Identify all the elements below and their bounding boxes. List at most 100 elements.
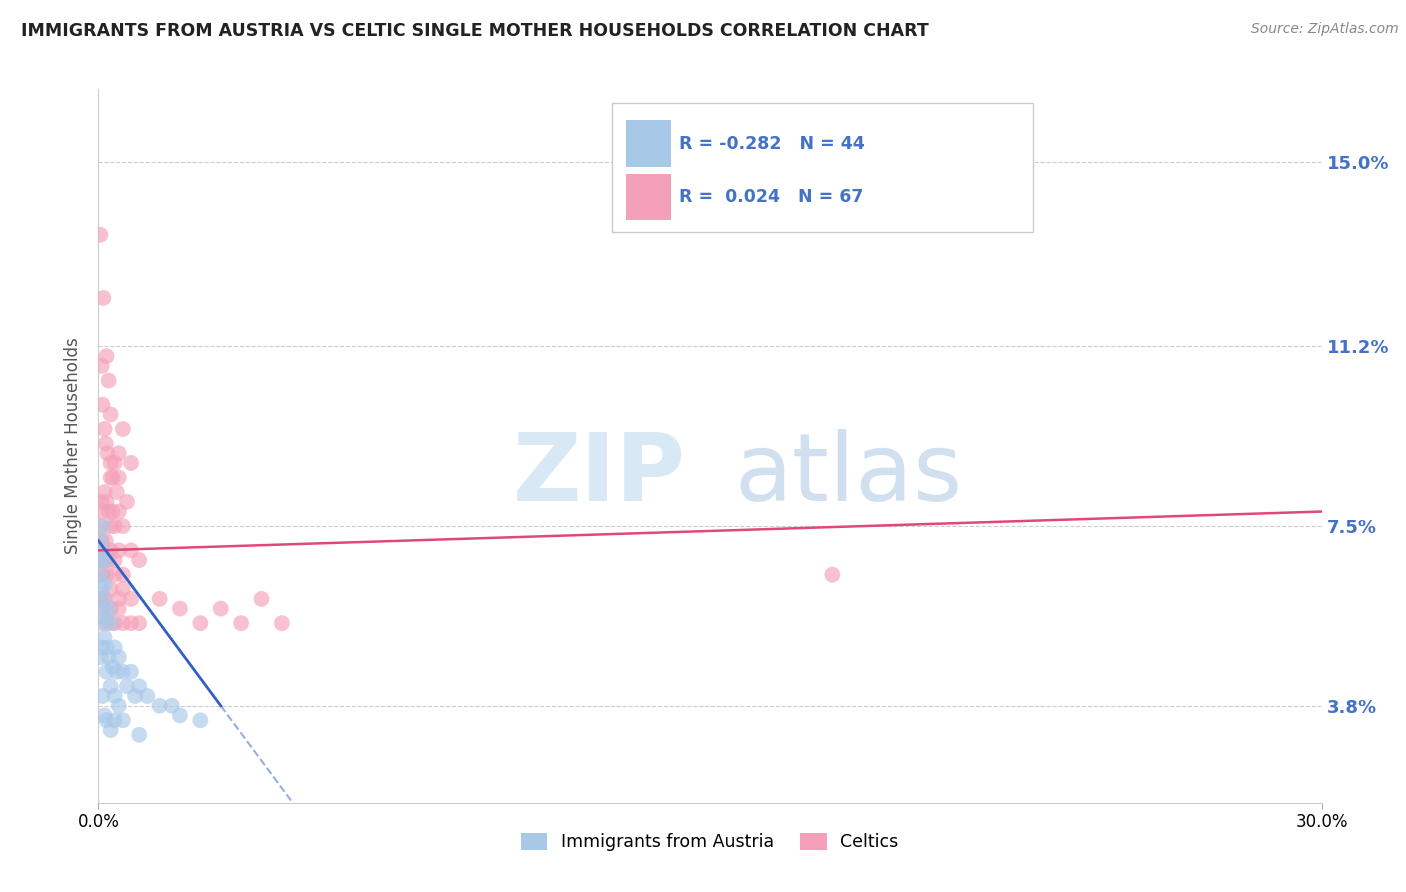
Point [93,553,115,567]
Point [93,591,115,606]
Point [89,533,111,548]
Point [96,713,118,727]
Legend: Immigrants from Austria, Celtics: Immigrants from Austria, Celtics [515,826,905,858]
Point [90,582,112,597]
Point [91,689,114,703]
Point [111,616,134,631]
Point [97,553,120,567]
Point [90,495,112,509]
Point [96,446,118,460]
Point [104,640,127,655]
Point [188,616,212,631]
Point [821,567,844,582]
Point [128,679,150,693]
Point [97,504,120,518]
Point [101,504,124,518]
Point [124,689,146,703]
Point [115,495,138,509]
Point [120,665,142,679]
Point [90,553,112,567]
Point [100,723,122,737]
Point [108,698,131,713]
Point [91,616,114,631]
Point [108,446,131,460]
Point [94,436,117,450]
Point [115,679,138,693]
Point [108,470,131,484]
Point [111,582,134,597]
Point [96,553,118,567]
Point [91,591,114,606]
Point [111,567,134,582]
Point [128,616,150,631]
Point [90,543,112,558]
Y-axis label: Single Mother Households: Single Mother Households [65,338,83,554]
Point [188,713,212,727]
Point [93,631,115,645]
Point [149,698,172,713]
Point [93,577,115,591]
Point [89,553,111,567]
Point [105,485,128,500]
Point [108,504,131,518]
Point [94,533,117,548]
Text: ZIP: ZIP [513,428,686,521]
Point [100,601,122,615]
Point [94,611,117,625]
Point [96,665,118,679]
Point [111,713,134,727]
Point [108,543,131,558]
Point [96,349,118,363]
Point [108,650,131,665]
Point [91,398,114,412]
Text: R = -0.282   N = 44: R = -0.282 N = 44 [679,135,865,153]
Point [90,359,112,373]
Point [104,519,127,533]
Point [91,519,114,533]
Point [89,567,111,582]
Point [108,601,131,615]
Point [160,698,183,713]
Text: IMMIGRANTS FROM AUSTRIA VS CELTIC SINGLE MOTHER HOUSEHOLDS CORRELATION CHART: IMMIGRANTS FROM AUSTRIA VS CELTIC SINGLE… [21,22,929,40]
Point [169,601,191,615]
Point [91,543,114,558]
Text: R =  0.024   N = 67: R = 0.024 N = 67 [679,188,863,206]
Point [89,519,111,533]
Point [100,456,122,470]
Point [136,689,159,703]
Point [104,456,127,470]
Point [100,470,122,484]
Point [91,601,114,615]
Point [120,616,142,631]
Point [93,708,115,723]
Point [97,374,120,388]
Point [90,640,112,655]
Point [100,616,122,631]
Point [89,227,111,242]
Point [89,591,111,606]
Point [96,495,118,509]
Point [120,456,142,470]
Point [120,543,142,558]
Point [111,519,134,533]
Point [90,533,112,548]
Point [91,291,114,305]
Point [104,713,127,727]
Point [108,591,131,606]
Point [89,650,111,665]
Text: atlas: atlas [734,428,963,521]
Point [111,422,134,436]
Point [104,567,127,582]
Point [104,553,127,567]
Point [93,422,115,436]
Point [111,665,134,679]
Point [93,485,115,500]
Point [101,470,124,484]
Point [128,553,150,567]
Point [91,567,114,582]
Point [100,679,122,693]
Point [100,408,122,422]
Point [231,616,253,631]
Text: Source: ZipAtlas.com: Source: ZipAtlas.com [1251,22,1399,37]
Point [169,708,191,723]
